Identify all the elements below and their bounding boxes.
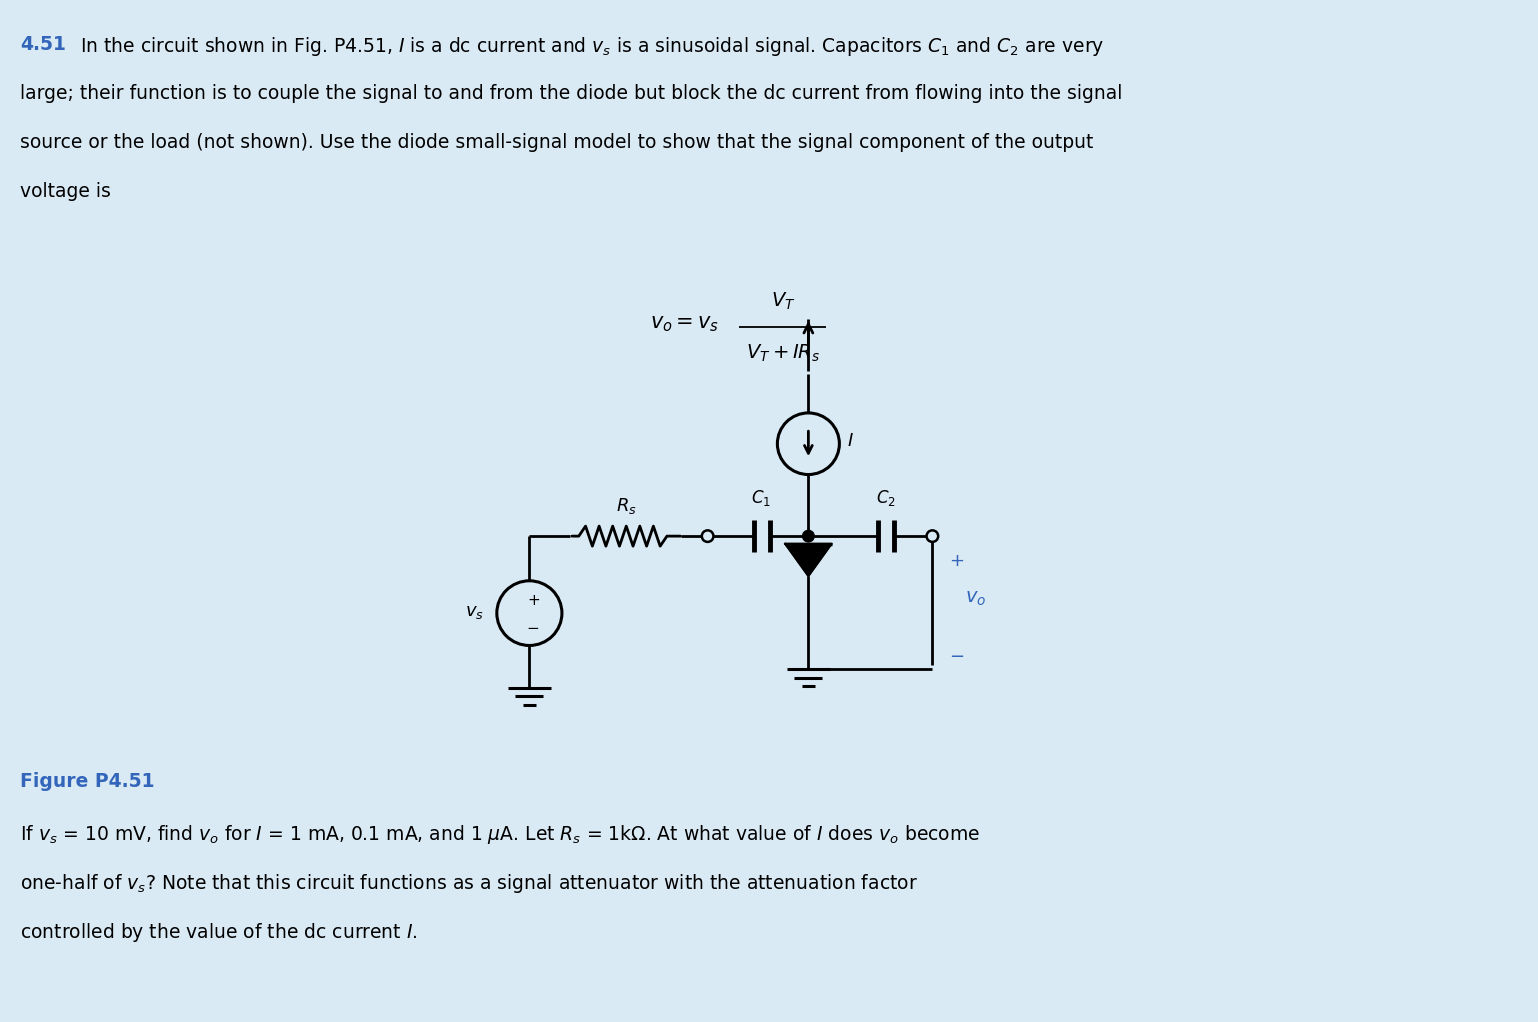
Circle shape bbox=[926, 530, 938, 542]
Text: $v_o$: $v_o$ bbox=[964, 590, 986, 608]
Text: controlled by the value of the dc current $I$.: controlled by the value of the dc curren… bbox=[20, 921, 417, 944]
Text: $+$: $+$ bbox=[949, 552, 964, 570]
Circle shape bbox=[803, 530, 814, 542]
Text: $V_T + IR_s$: $V_T + IR_s$ bbox=[746, 342, 820, 364]
Text: source or the load (not shown). Use the diode small-signal model to show that th: source or the load (not shown). Use the … bbox=[20, 133, 1094, 152]
Text: $C_1$: $C_1$ bbox=[751, 487, 771, 508]
Text: $v_s$: $v_s$ bbox=[466, 603, 484, 620]
Text: Figure P4.51: Figure P4.51 bbox=[20, 772, 154, 791]
Polygon shape bbox=[784, 544, 832, 576]
Text: $v_o = v_s\,$: $v_o = v_s\,$ bbox=[649, 315, 718, 334]
Text: If $v_s$ = 10 mV, find $v_o$ for $I$ = 1 mA, 0.1 mA, and 1 $\mu$A. Let $R_s$ = 1: If $v_s$ = 10 mV, find $v_o$ for $I$ = 1… bbox=[20, 823, 980, 846]
Text: $C_2$: $C_2$ bbox=[877, 487, 895, 508]
Circle shape bbox=[701, 530, 714, 542]
Text: 4.51: 4.51 bbox=[20, 35, 66, 54]
Text: $-$: $-$ bbox=[949, 647, 964, 664]
Text: $R_s$: $R_s$ bbox=[615, 496, 637, 516]
Text: $-$: $-$ bbox=[526, 618, 538, 634]
Text: one-half of $v_s$? Note that this circuit functions as a signal attenuator with : one-half of $v_s$? Note that this circui… bbox=[20, 872, 918, 895]
Text: In the circuit shown in Fig. P4.51, $I$ is a dc current and $v_s$ is a sinusoida: In the circuit shown in Fig. P4.51, $I$ … bbox=[80, 35, 1104, 58]
Text: $V_T$: $V_T$ bbox=[771, 290, 795, 312]
Text: voltage is: voltage is bbox=[20, 182, 111, 201]
Text: $+$: $+$ bbox=[528, 593, 540, 607]
Text: large; their function is to couple the signal to and from the diode but block th: large; their function is to couple the s… bbox=[20, 84, 1123, 103]
Text: $I$: $I$ bbox=[847, 431, 854, 450]
